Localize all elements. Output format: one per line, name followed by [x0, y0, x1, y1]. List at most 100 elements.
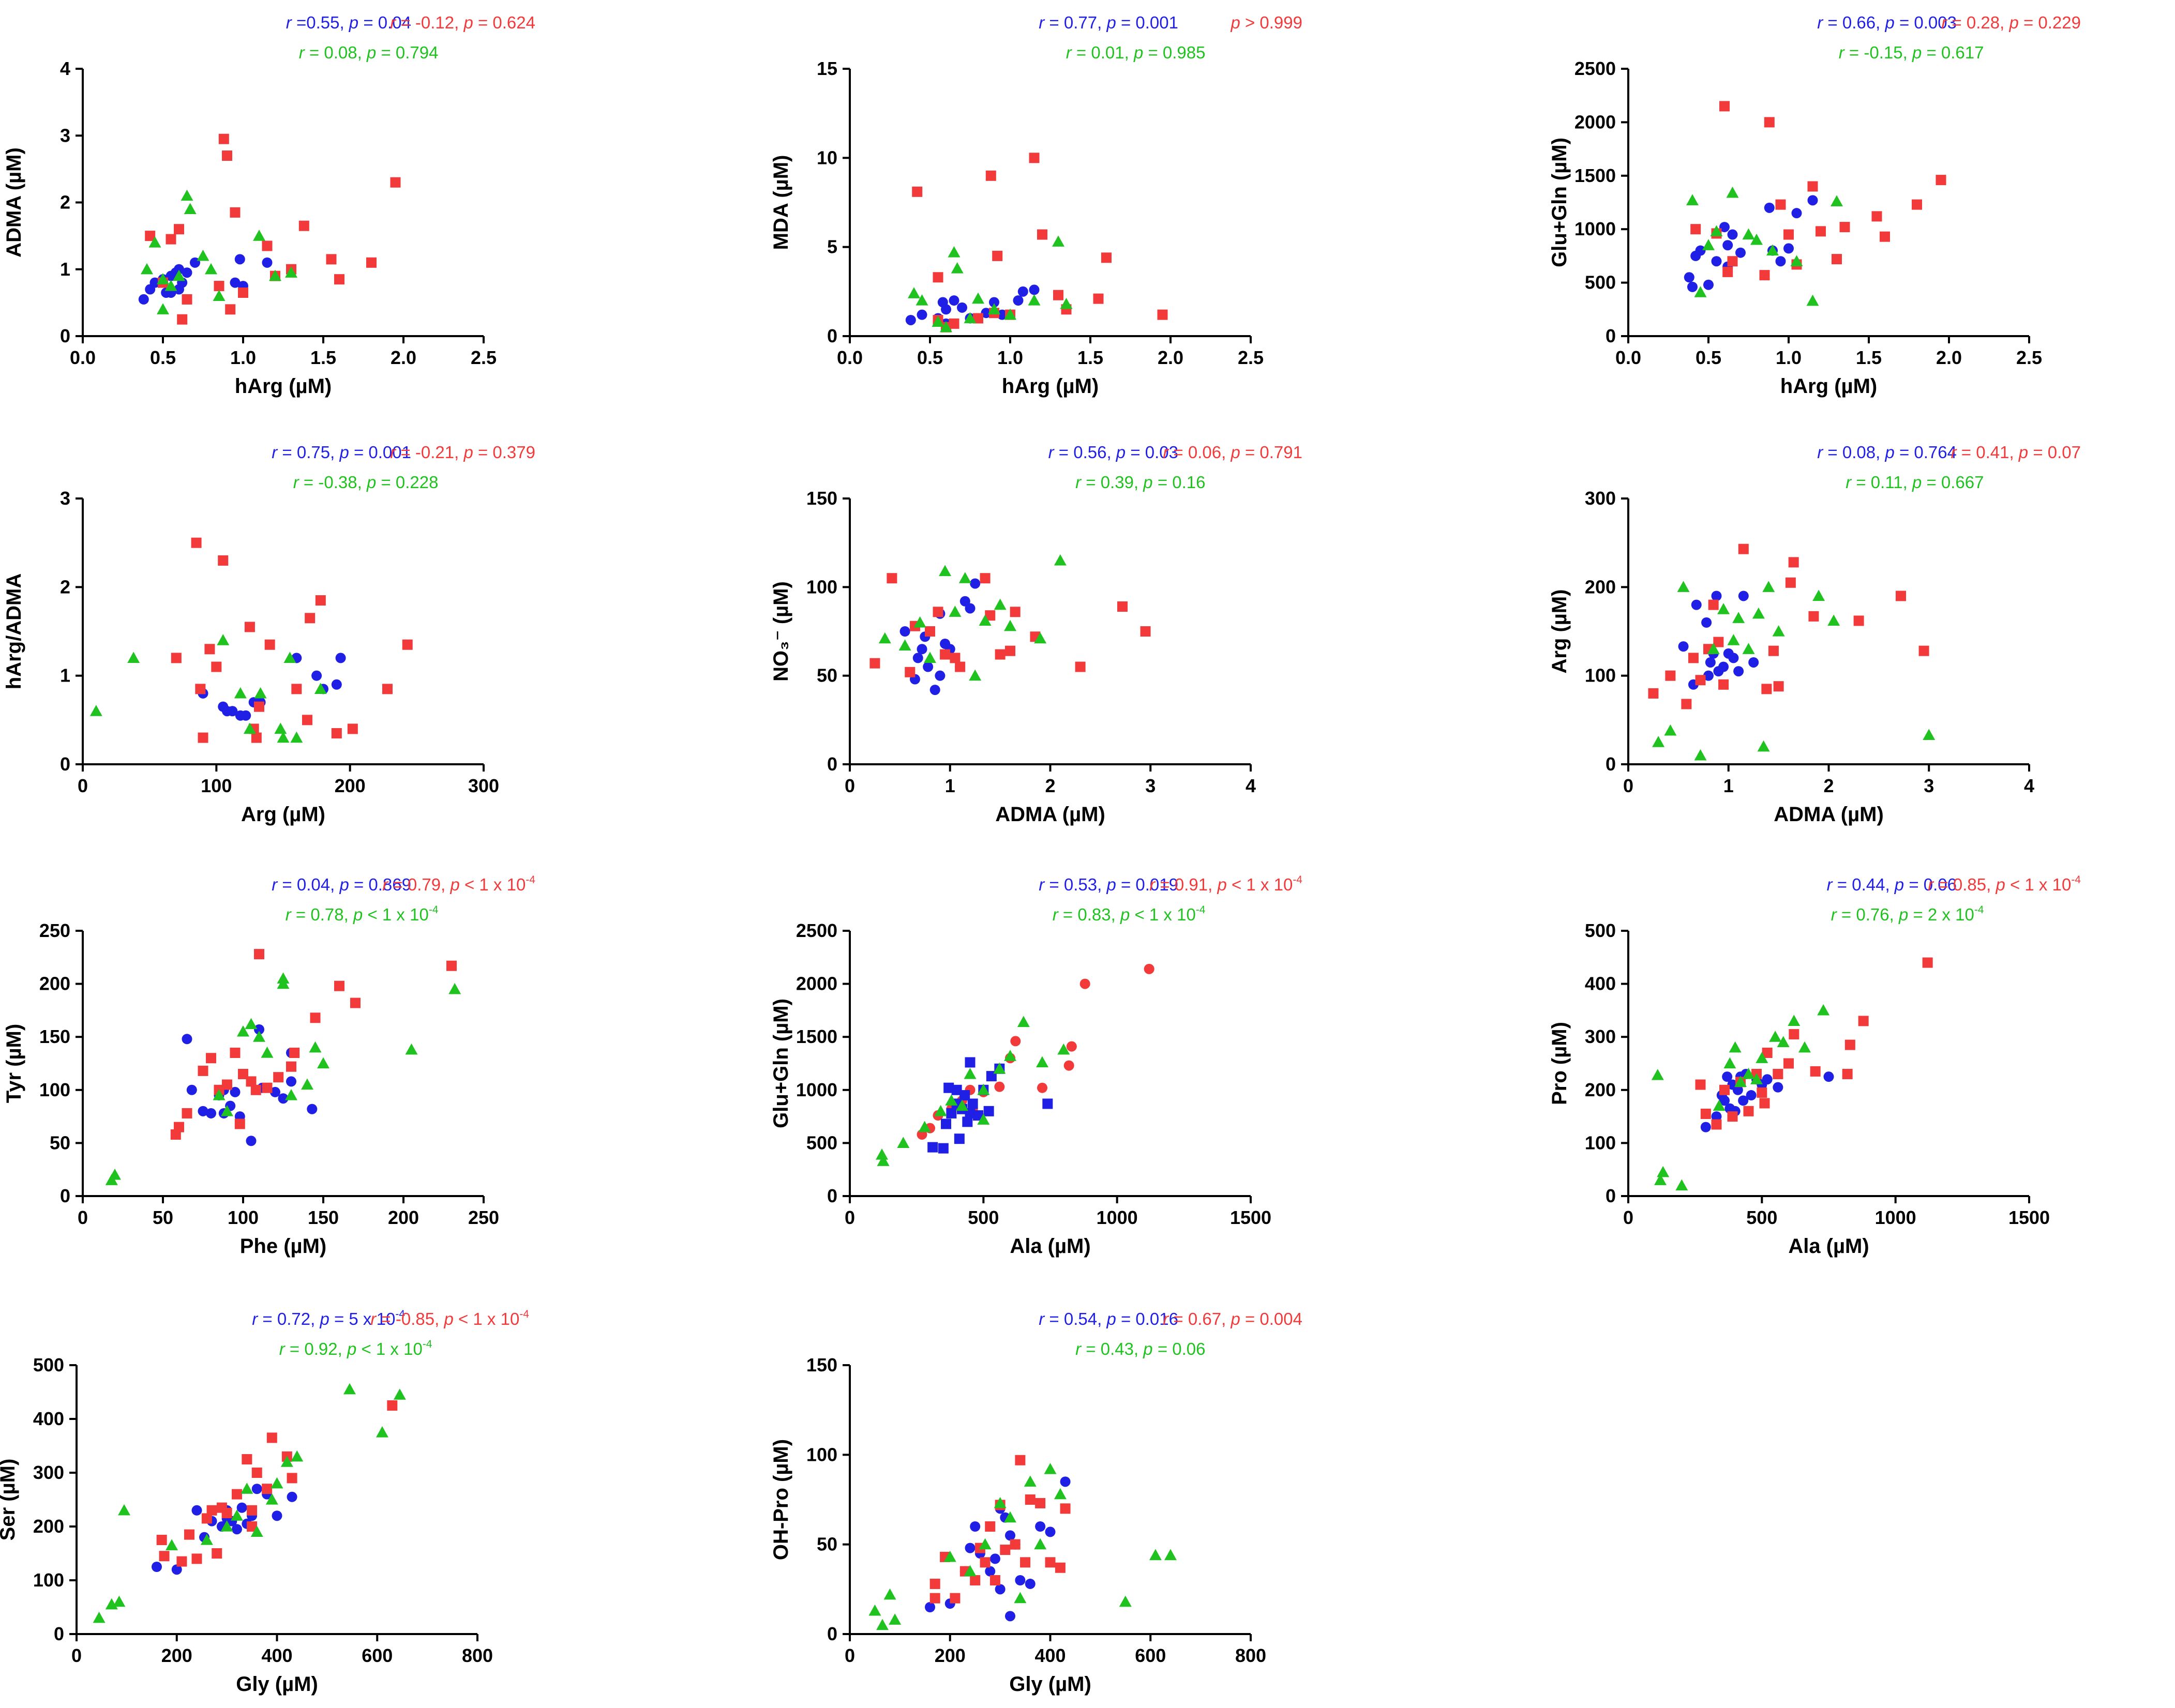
- data-point-green-triangle: [939, 565, 952, 577]
- data-point-green-triangle: [1710, 225, 1723, 236]
- correlation-stat: r = 0.08, p = 0.764: [1817, 443, 1957, 462]
- data-point-green-triangle: [951, 262, 964, 274]
- data-point-blue-circle: [171, 1564, 182, 1575]
- data-point-red-square: [1807, 181, 1818, 192]
- data-point-green-triangle: [993, 1062, 1006, 1074]
- data-point-green-triangle: [1790, 255, 1803, 266]
- data-point-blue-circle: [912, 653, 923, 663]
- data-point-red-square: [174, 224, 184, 235]
- correlation-stat: r = 0.75, p = 0.001: [272, 443, 411, 462]
- data-point-red-square: [218, 555, 229, 566]
- x-tick-label: 0: [78, 775, 88, 796]
- data-point-green-triangle: [1762, 581, 1775, 592]
- correlation-stat: r = 0.04, p = 0.869: [272, 875, 411, 894]
- x-tick-label: 2.0: [391, 347, 416, 368]
- data-point-green-triangle: [1664, 724, 1677, 736]
- data-point-green-triangle: [231, 1509, 243, 1521]
- data-point-green-triangle: [898, 639, 911, 651]
- y-axis-label: ADMA (µM): [3, 147, 25, 258]
- data-point-red-square: [933, 607, 943, 617]
- data-point-green-triangle: [1707, 643, 1720, 654]
- correlation-stat: r = 0.44, p = 0.06: [1827, 875, 1957, 894]
- data-point-red-square: [366, 257, 377, 268]
- data-point-red-square: [1719, 101, 1730, 112]
- y-tick-label: 0: [1606, 325, 1616, 346]
- data-point-green-triangle: [908, 287, 920, 298]
- y-axis-label: Arg (µM): [1548, 589, 1571, 673]
- data-point-red-square: [1727, 256, 1738, 267]
- x-tick-label: 300: [468, 775, 499, 796]
- x-tick-label: 0: [1623, 1207, 1633, 1228]
- correlation-stat: r = 0.85, p < 1 x 10-4: [1928, 874, 2081, 894]
- data-point-blue-square: [938, 1143, 949, 1154]
- data-point-red-square: [1093, 293, 1104, 304]
- data-point-blue-circle: [186, 1084, 197, 1095]
- data-point-red-square: [1700, 1108, 1711, 1119]
- x-axis-label: ADMA (µM): [1774, 803, 1884, 826]
- y-tick-label: 200: [39, 973, 70, 994]
- data-point-red-square: [985, 1521, 996, 1532]
- x-tick-label: 600: [1135, 1645, 1166, 1666]
- data-point-green-triangle: [1734, 1076, 1747, 1087]
- data-point-green-triangle: [977, 1113, 990, 1125]
- data-point-blue-square: [946, 1108, 957, 1118]
- y-axis-label: OH-Pro (µM): [770, 1439, 792, 1560]
- data-point-red-square: [1648, 688, 1659, 699]
- data-point-green-triangle: [964, 1068, 977, 1079]
- data-point-red-square: [1775, 199, 1786, 210]
- data-point-red-square: [989, 1575, 1000, 1585]
- data-point-green-triangle: [924, 652, 936, 663]
- data-point-blue-circle: [1732, 1084, 1743, 1095]
- data-point-blue-circle: [1711, 256, 1722, 267]
- y-tick-label: 2: [60, 576, 70, 597]
- y-tick-label: 0: [1606, 753, 1616, 775]
- y-tick-label: 250: [39, 920, 70, 941]
- data-point-green-triangle: [205, 263, 217, 275]
- data-point-red-square: [198, 732, 208, 743]
- data-point-red-square: [182, 1108, 192, 1118]
- data-point-green-triangle: [405, 1043, 418, 1055]
- x-tick-label: 150: [308, 1207, 339, 1228]
- data-point-green-triangle: [934, 1105, 947, 1116]
- data-point-red-square: [204, 644, 215, 655]
- x-tick-label: 1500: [2008, 1207, 2050, 1228]
- data-point-red-square: [1075, 661, 1086, 672]
- data-point-red-square: [244, 622, 255, 632]
- data-point-red-square: [1759, 270, 1770, 281]
- data-point-blue-circle: [1025, 1578, 1036, 1589]
- data-point-red-square: [242, 1454, 252, 1464]
- data-point-green-triangle: [1713, 1099, 1726, 1111]
- x-tick-label: 400: [1034, 1645, 1066, 1666]
- data-point-green-triangle: [109, 1168, 121, 1180]
- data-point-blue-square: [1042, 1098, 1053, 1109]
- data-point-green-triangle: [376, 1426, 388, 1438]
- data-point-red-square: [289, 1047, 300, 1058]
- data-point-green-triangle: [157, 303, 169, 314]
- y-tick-label: 2500: [796, 920, 837, 941]
- data-point-blue-circle: [241, 710, 251, 721]
- data-point-blue-circle: [1719, 1095, 1730, 1106]
- scatter-panel: 0.0 0.5 1.0 1.5 2.0 2.5 0 500 1000 1500 2000 2500 hA…: [1548, 13, 2081, 398]
- data-point-green-triangle: [1060, 297, 1073, 309]
- data-point-blue-circle: [965, 603, 976, 614]
- y-tick-label: 3: [60, 125, 70, 146]
- data-point-green-triangle: [241, 1483, 253, 1494]
- data-point-green-triangle: [977, 1083, 990, 1095]
- data-point-green-triangle: [301, 1078, 313, 1090]
- data-point-blue-circle: [1029, 284, 1040, 295]
- x-tick-label: 1.0: [997, 347, 1023, 368]
- correlation-stat: r = 0.41, p = 0.07: [1951, 443, 2081, 462]
- x-axis-label: Gly (µM): [236, 1673, 318, 1696]
- data-point-red-circle: [1079, 978, 1090, 989]
- data-point-green-triangle: [274, 722, 287, 734]
- data-point-blue-circle: [270, 1086, 280, 1097]
- data-point-blue-circle: [929, 685, 940, 696]
- correlation-stat: r = 0.56, p = 0.03: [1048, 443, 1178, 462]
- x-tick-label: 600: [362, 1645, 393, 1666]
- correlation-stat: r = 0.08, p = 0.794: [299, 43, 439, 62]
- data-point-blue-circle: [970, 1521, 981, 1532]
- data-point-green-triangle: [1727, 634, 1740, 645]
- data-point-green-triangle: [1686, 194, 1699, 205]
- data-point-blue-square: [973, 1110, 983, 1121]
- data-point-red-square: [347, 723, 358, 734]
